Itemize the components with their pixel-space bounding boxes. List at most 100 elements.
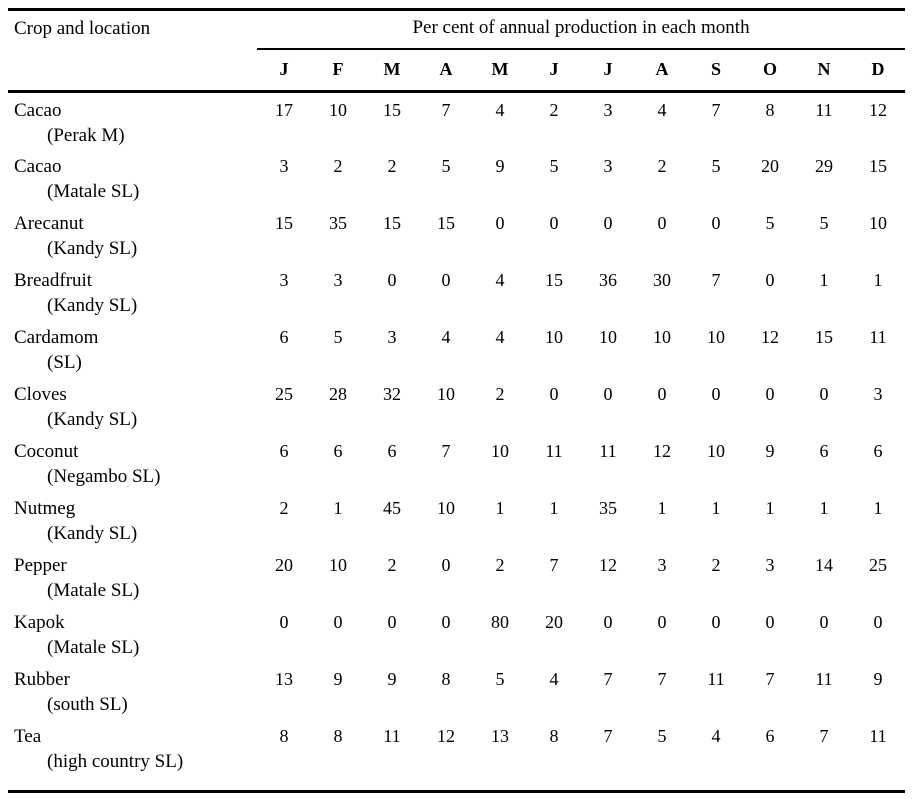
value-cell: 2	[279, 497, 289, 518]
value-cell: 10	[545, 326, 563, 347]
crop-name: Rubber	[14, 668, 70, 690]
value-cell: 0	[387, 269, 397, 290]
crop-cell: Nutmeg (Kandy SL)	[8, 491, 257, 548]
value-cell: 1	[657, 497, 667, 518]
crop-cell: Breadfruit (Kandy SL)	[8, 263, 257, 320]
value-cell: 4	[495, 269, 505, 290]
crop-name: Tea	[14, 725, 42, 747]
value-cell: 7	[711, 269, 721, 290]
value-cell: 28	[329, 383, 347, 404]
value-cell: 5	[765, 212, 775, 233]
table-row: Rubber (south SL) 13 9 9 8 5 4 7 7 11 7 11 9	[8, 662, 905, 719]
value-cell: 1	[549, 497, 559, 518]
crop-location: (SL)	[47, 351, 82, 373]
value-cell: 17	[275, 100, 293, 120]
crop-cell: Cardamom (SL)	[8, 320, 257, 377]
crop-location: (Kandy SL)	[47, 237, 138, 259]
value-cell: 15	[437, 212, 455, 233]
value-cell: 0	[441, 611, 451, 632]
value-cell: 0	[495, 212, 505, 233]
value-cell: 3	[279, 269, 289, 290]
value-cell: 0	[441, 554, 451, 575]
crop-name: Breadfruit	[14, 269, 93, 291]
value-cell: 11	[815, 668, 833, 689]
table-row: Arecanut (Kandy SL) 15 35 15 15 0 0 0 0 0 5 5 10	[8, 206, 905, 263]
value-cell: 8	[549, 725, 559, 746]
month-header: O	[743, 49, 797, 93]
crop-location: (Matale SL)	[47, 636, 140, 658]
value-cell: 2	[711, 554, 721, 575]
value-cell: 5	[441, 155, 451, 176]
value-cell: 8	[765, 100, 775, 120]
value-cell: 20	[275, 554, 293, 575]
table-body: Cacao (Perak M) 17 10 15 7 4 2 3 4 7 8 11 12 Cacao (Mat…	[8, 92, 905, 792]
value-cell: 80	[491, 611, 509, 632]
value-cell: 0	[333, 611, 343, 632]
value-cell: 7	[603, 668, 613, 689]
month-header: J	[527, 49, 581, 93]
value-cell: 1	[819, 269, 829, 290]
crop-name: Cardamom	[14, 326, 99, 348]
value-cell: 7	[819, 725, 829, 746]
value-cell: 7	[765, 668, 775, 689]
value-cell: 0	[711, 611, 721, 632]
crop-name: Arecanut	[14, 212, 84, 234]
crop-location: (Negambo SL)	[47, 465, 161, 487]
value-cell: 3	[603, 100, 613, 120]
value-cell: 5	[819, 212, 829, 233]
crop-name: Coconut	[14, 440, 79, 462]
value-cell: 1	[765, 497, 775, 518]
value-cell: 2	[387, 554, 397, 575]
value-cell: 0	[441, 269, 451, 290]
value-cell: 25	[869, 554, 888, 575]
value-cell: 20	[761, 155, 779, 176]
month-header: M	[473, 49, 527, 93]
value-cell: 15	[275, 212, 293, 233]
crop-cell: Cacao (Perak M)	[8, 92, 257, 149]
value-cell: 3	[657, 554, 667, 575]
crop-cell: Cacao (Matale SL)	[8, 149, 257, 206]
month-header: A	[419, 49, 473, 93]
header-row-top: Crop and location Per cent of annual pro…	[8, 9, 906, 93]
value-cell: 0	[549, 212, 559, 233]
value-cell: 15	[383, 100, 401, 120]
value-cell: 14	[815, 554, 833, 575]
span-header: Per cent of annual production in each mo…	[257, 9, 906, 50]
month-header: J	[257, 49, 311, 93]
value-cell: 4	[495, 326, 505, 347]
value-cell: 13	[275, 668, 293, 689]
value-cell: 7	[441, 100, 451, 120]
crop-cell: Arecanut (Kandy SL)	[8, 206, 257, 263]
value-cell: 4	[441, 326, 451, 347]
value-cell: 8	[441, 668, 451, 689]
value-cell: 10	[599, 326, 617, 347]
value-cell: 4	[495, 100, 505, 120]
value-cell: 12	[869, 100, 888, 120]
value-cell: 11	[869, 326, 887, 347]
value-cell: 6	[387, 440, 397, 461]
value-cell: 7	[711, 100, 721, 120]
value-cell: 1	[873, 497, 883, 518]
value-cell: 0	[711, 212, 721, 233]
month-header: N	[797, 49, 851, 93]
value-cell: 11	[815, 100, 833, 120]
table-header: Crop and location Per cent of annual pro…	[8, 9, 906, 93]
value-cell: 11	[599, 440, 617, 461]
value-cell: 0	[873, 611, 883, 632]
value-cell: 11	[383, 725, 401, 746]
value-cell: 1	[711, 497, 721, 518]
table-row: Coconut (Negambo SL) 6 6 6 7 10 11 11 12 10 9 6 6	[8, 434, 905, 491]
crop-location: (high country SL)	[47, 750, 184, 772]
month-header: J	[581, 49, 635, 93]
production-table: Crop and location Per cent of annual pro…	[8, 8, 906, 793]
value-cell: 7	[549, 554, 559, 575]
table-row: Cloves (Kandy SL) 25 28 32 10 2 0 0 0 0 0 0 3	[8, 377, 905, 434]
value-cell: 2	[549, 100, 559, 120]
value-cell: 6	[765, 725, 775, 746]
value-cell: 3	[279, 155, 289, 176]
value-cell: 32	[383, 383, 401, 404]
value-cell: 10	[707, 440, 725, 461]
crop-location: (Kandy SL)	[47, 522, 138, 544]
crop-cell: Cloves (Kandy SL)	[8, 377, 257, 434]
